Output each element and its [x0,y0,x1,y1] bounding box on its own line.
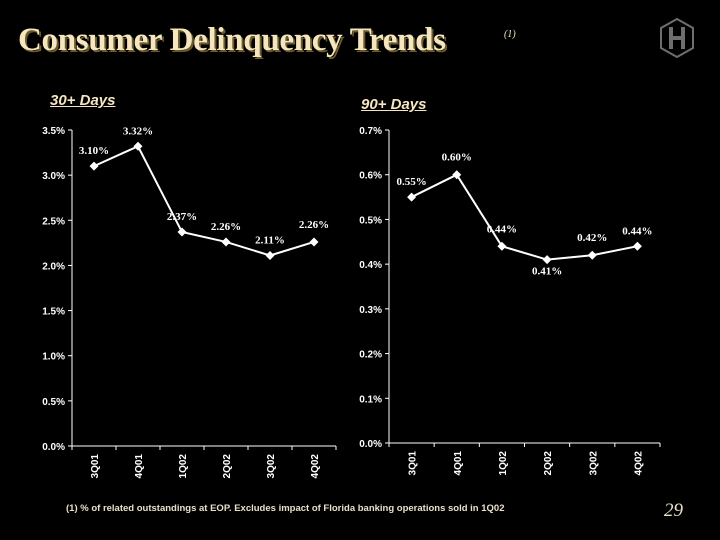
y-tick-label: 0.5% [359,215,382,226]
title-footnote-marker: (1) [504,29,516,40]
x-tick-label: 3Q02 [266,454,277,479]
data-point [632,241,642,251]
data-point [89,161,99,171]
y-tick-label: 1.5% [42,307,65,318]
data-point [133,141,143,151]
data-label: 0.42% [577,232,607,244]
y-tick-label: 2.5% [42,216,65,227]
company-logo-icon [660,18,694,58]
data-point [177,227,187,237]
chart-30-days-title: 30+ Days [50,92,116,109]
y-tick-label: 0.6% [359,171,382,182]
data-point [221,237,231,247]
y-tick-label: 0.2% [359,350,382,361]
data-point [542,255,552,265]
x-tick-label: 4Q02 [310,454,321,479]
x-tick-label: 4Q02 [633,451,644,476]
y-tick-label: 3.0% [42,171,65,182]
x-tick-label: 3Q02 [588,451,599,476]
data-label: 2.11% [255,234,285,246]
x-tick-label: 2Q02 [222,454,233,479]
chart-90-days-title: 90+ Days [361,96,427,113]
data-point [452,170,462,180]
x-tick-label: 4Q01 [453,451,464,476]
series-line [411,173,638,261]
data-label: 3.10% [79,145,109,157]
y-tick-label: 0.3% [359,305,382,316]
y-tick-label: 0.7% [359,126,382,137]
data-label: 0.44% [622,225,652,237]
y-tick-label: 1.0% [42,352,65,363]
series-line [93,144,315,257]
data-label: 0.60% [442,152,472,164]
x-tick-label: 1Q02 [178,454,189,479]
y-tick-label: 0.0% [42,442,65,453]
x-tick-label: 3Q01 [90,454,101,479]
data-point [587,250,597,260]
y-tick-label: 3.5% [42,126,65,137]
data-label: 0.44% [487,223,517,235]
y-tick-label: 2.0% [42,261,65,272]
data-label: 0.55% [396,176,426,188]
x-tick-label: 3Q01 [408,451,419,476]
x-tick-label: 2Q02 [543,451,554,476]
x-tick-label: 4Q01 [134,454,145,479]
data-label: 3.32% [123,125,153,137]
data-label: 0.41% [532,266,562,278]
y-tick-label: 0.4% [359,260,382,271]
data-label: 2.26% [299,219,329,231]
data-label: 2.26% [211,221,241,233]
page-number: 29 [664,500,683,521]
data-point [309,237,319,247]
y-tick-label: 0.5% [42,397,65,408]
data-point [497,241,507,251]
data-label: 2.37% [167,211,197,223]
y-tick-label: 0.0% [359,439,382,450]
data-point [407,192,417,202]
slide-title: Consumer Delinquency Trends [18,22,446,58]
footnote: (1) % of related outstandings at EOP. Ex… [66,503,505,514]
y-tick-label: 0.1% [359,394,382,405]
data-point [265,250,275,260]
x-tick-label: 1Q02 [498,451,509,476]
